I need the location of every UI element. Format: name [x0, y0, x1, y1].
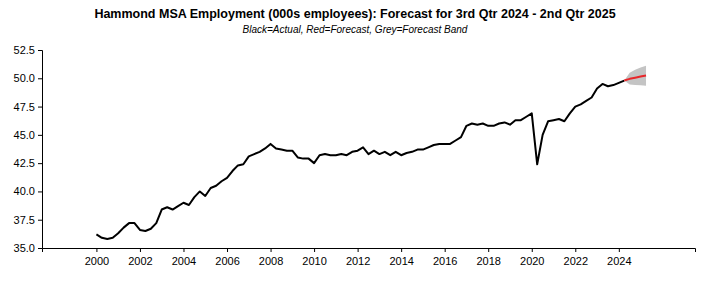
series-line — [624, 75, 646, 80]
tick: 35.0 — [14, 242, 42, 254]
tick-mark — [38, 78, 42, 79]
x-axis: 2000 2002 2004 2006 2008 2010 2012 2014 2016 2018… — [43, 248, 696, 267]
series-line — [96, 81, 624, 239]
tick: 2022 — [564, 248, 588, 267]
tick-label: 2016 — [433, 255, 457, 267]
tick-label: 2014 — [389, 255, 413, 267]
tick: 2002 — [128, 248, 152, 267]
tick: 37.5 — [14, 214, 42, 226]
tick-label: 42.5 — [14, 157, 35, 169]
tick: 2004 — [172, 248, 196, 267]
tick-label: 2010 — [302, 255, 326, 267]
tick: 2012 — [346, 248, 370, 267]
tick-mark — [227, 248, 228, 252]
tick-mark — [358, 248, 359, 252]
axis-line — [38, 51, 43, 249]
tick: 2024 — [607, 248, 631, 267]
tick-label: 2022 — [564, 255, 588, 267]
tick: 45.0 — [14, 129, 42, 141]
tick: 2014 — [389, 248, 413, 267]
tick-label: 50.0 — [14, 72, 35, 84]
tick: 2006 — [215, 248, 239, 267]
tick-label: 45.0 — [14, 129, 35, 141]
tick-mark — [401, 248, 402, 252]
tick-label: 2008 — [259, 255, 283, 267]
tick-mark — [619, 248, 620, 252]
tick-label: 2004 — [172, 255, 196, 267]
tick-label: 35.0 — [14, 242, 35, 254]
tick-label: 2012 — [346, 255, 370, 267]
tick-mark — [96, 248, 97, 252]
tick-mark — [38, 107, 42, 108]
forecast-band — [624, 66, 646, 86]
tick-mark — [38, 50, 42, 51]
tick: 52.5 — [14, 44, 42, 56]
tick-label: 2000 — [85, 255, 109, 267]
tick-mark — [271, 248, 272, 252]
chart: Hammond MSA Employment (000s employees):… — [0, 0, 710, 282]
tick-mark — [38, 163, 42, 164]
tick: 2016 — [433, 248, 457, 267]
tick-mark — [488, 248, 489, 252]
subtitle: Black=Actual, Red=Forecast, Grey=Forecas… — [243, 24, 468, 35]
tick-label: 52.5 — [14, 44, 35, 56]
title: Hammond MSA Employment (000s employees):… — [94, 7, 615, 21]
axis-line — [43, 249, 696, 253]
tick-mark — [38, 191, 42, 192]
tick-label: 2024 — [607, 255, 631, 267]
tick-label: 2006 — [215, 255, 239, 267]
tick: 47.5 — [14, 101, 42, 113]
y-axis: 35.0 37.5 40.0 42.5 45.0 47.5 50.0 52.5 — [14, 44, 43, 254]
tick-mark — [140, 248, 141, 252]
tick-label: 2018 — [476, 255, 500, 267]
tick-mark — [532, 248, 533, 252]
tick: 2000 — [85, 248, 109, 267]
tick-label: 2002 — [128, 255, 152, 267]
tick: 42.5 — [14, 157, 42, 169]
tick-mark — [183, 248, 184, 252]
tick-mark — [575, 248, 576, 252]
plot-area — [96, 66, 646, 239]
tick-label: 47.5 — [14, 101, 35, 113]
tick: 2018 — [476, 248, 500, 267]
tick-label: 2020 — [520, 255, 544, 267]
tick: 2008 — [259, 248, 283, 267]
tick-mark — [314, 248, 315, 252]
tick: 40.0 — [14, 185, 42, 197]
tick: 2010 — [302, 248, 326, 267]
tick-mark — [445, 248, 446, 252]
tick: 2020 — [520, 248, 544, 267]
tick-label: 37.5 — [14, 214, 35, 226]
tick-mark — [38, 248, 42, 249]
tick: 50.0 — [14, 72, 42, 84]
tick-mark — [38, 220, 42, 221]
tick-mark — [38, 135, 42, 136]
tick-label: 40.0 — [14, 185, 35, 197]
